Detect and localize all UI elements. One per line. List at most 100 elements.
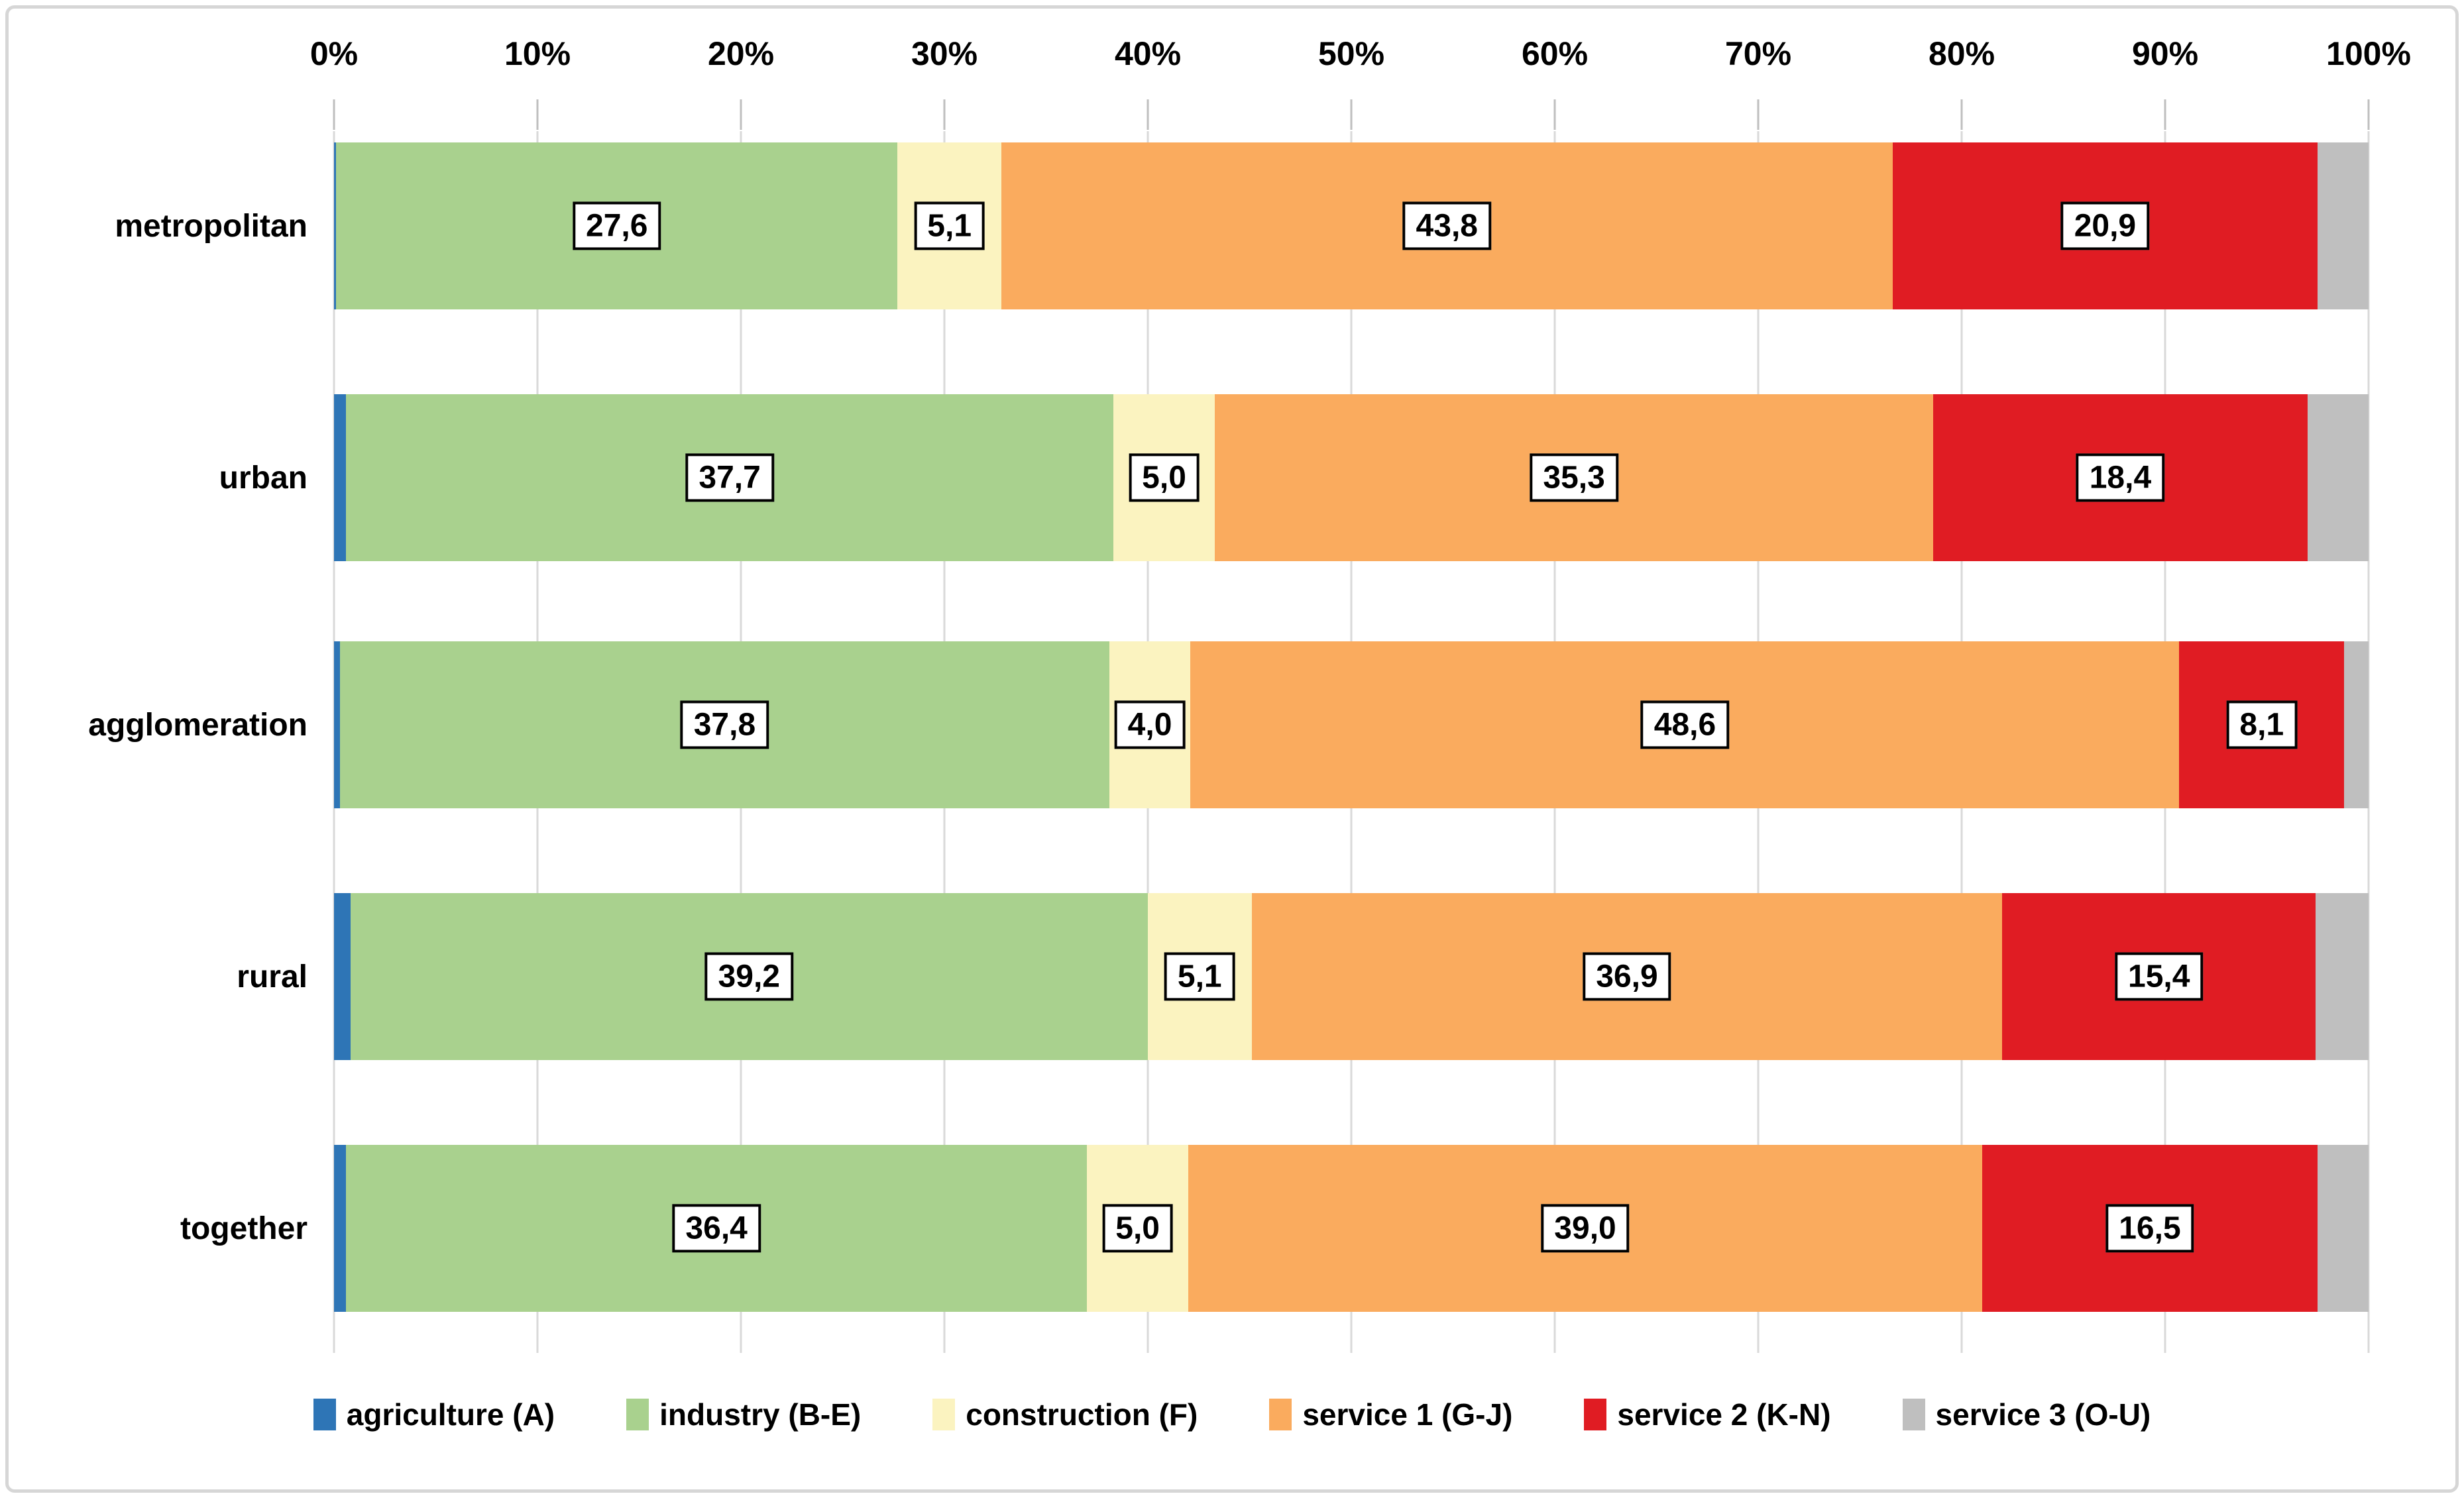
legend-label-construction-f: construction (F)	[966, 1397, 1198, 1432]
data-label-rural-service-2-k-n: 15,4	[2115, 952, 2204, 1001]
data-label-together-construction-f: 5,0	[1102, 1204, 1173, 1253]
x-axis-tick-mark	[1757, 99, 1760, 130]
legend-label-agriculture-a: agriculture (A)	[346, 1397, 555, 1432]
bar-segment-together-construction-f: 5,0	[1086, 1145, 1189, 1312]
x-axis-tick-label-90: 90%	[2131, 35, 2199, 72]
x-axis-tick-label-10: 10%	[504, 35, 571, 72]
data-label-rural-construction-f: 5,1	[1164, 952, 1235, 1001]
legend-swatch-service-3-o-u	[1902, 1399, 1925, 1430]
x-axis-tick-mark	[333, 99, 335, 130]
bar-segment-metropolitan-agriculture-a	[334, 142, 337, 309]
data-label-together-industry-b-e: 36,4	[672, 1204, 761, 1253]
legend-label-service-2-k-n: service 2 (K-N)	[1617, 1397, 1831, 1432]
x-axis-tick-mark	[1960, 99, 1963, 130]
bar-segment-urban-service-1-g-j: 35,3	[1215, 394, 1933, 561]
data-label-metropolitan-construction-f: 5,1	[914, 201, 985, 250]
bar-segment-agglomeration-agriculture-a	[334, 641, 341, 808]
legend-swatch-agriculture-a	[313, 1399, 336, 1430]
category-label-agglomeration: agglomeration	[88, 707, 308, 743]
bar-segment-rural-construction-f: 5,1	[1147, 893, 1252, 1060]
gridline	[2367, 131, 2370, 1353]
bar-urban: 37,7 5,0 35,3 18,4	[334, 394, 2369, 561]
bar-segment-urban-service-2-k-n: 18,4	[1932, 394, 2308, 561]
category-label-together: together	[180, 1210, 308, 1246]
legend-item-industry-b-e: industry (B-E)	[626, 1397, 861, 1432]
legend-item-service-3-o-u: service 3 (O-U)	[1902, 1397, 2151, 1432]
bar-agglomeration: 37,8 4,0 48,6 8,1	[334, 641, 2369, 808]
legend-item-construction-f: construction (F)	[932, 1397, 1198, 1432]
bar-segment-rural-agriculture-a	[334, 893, 351, 1060]
data-label-rural-service-1-g-j: 36,9	[1583, 952, 1671, 1001]
bar-segment-urban-service-3-o-u	[2307, 394, 2369, 561]
data-label-urban-industry-b-e: 37,7	[685, 453, 774, 502]
data-label-together-service-1-g-j: 39,0	[1541, 1204, 1630, 1253]
bar-segment-urban-construction-f: 5,0	[1113, 394, 1215, 561]
legend-label-service-1-g-j: service 1 (G-J)	[1302, 1397, 1513, 1432]
category-label-urban: urban	[219, 460, 308, 496]
x-axis-tick-mark	[1553, 99, 1556, 130]
x-axis-tick-label-80: 80%	[1928, 35, 1995, 72]
data-label-rural-industry-b-e: 39,2	[704, 952, 793, 1001]
category-label-metropolitan: metropolitan	[115, 208, 308, 244]
data-label-metropolitan-service-2-k-n: 20,9	[2060, 201, 2150, 250]
bar-segment-together-service-3-o-u	[2318, 1145, 2369, 1312]
legend-swatch-construction-f	[932, 1399, 956, 1430]
bar-segment-metropolitan-construction-f: 5,1	[897, 142, 1001, 309]
bar-segment-agglomeration-service-1-g-j: 48,6	[1190, 641, 2180, 808]
bar-segment-metropolitan-industry-b-e: 27,6	[336, 142, 898, 309]
data-label-metropolitan-service-1-g-j: 43,8	[1402, 201, 1491, 250]
legend-swatch-industry-b-e	[626, 1399, 649, 1430]
data-label-urban-construction-f: 5,0	[1129, 453, 1200, 502]
x-axis-tick-mark	[2367, 99, 2370, 130]
data-label-agglomeration-service-2-k-n: 8,1	[2226, 700, 2298, 749]
bar-segment-agglomeration-construction-f: 4,0	[1109, 641, 1191, 808]
x-axis-tick-label-20: 20%	[707, 35, 775, 72]
x-axis-tick-mark	[2164, 99, 2166, 130]
data-label-metropolitan-industry-b-e: 27,6	[573, 201, 661, 250]
x-axis-tick-label-30: 30%	[911, 35, 978, 72]
x-axis-tick-label-40: 40%	[1114, 35, 1182, 72]
x-axis-tick-mark	[536, 99, 539, 130]
bar-segment-rural-service-2-k-n: 15,4	[2002, 893, 2316, 1060]
data-label-agglomeration-service-1-g-j: 48,6	[1640, 700, 1730, 749]
legend-swatch-service-2-k-n	[1584, 1399, 1607, 1430]
bar-segment-together-agriculture-a	[334, 1145, 347, 1312]
legend: agriculture (A) industry (B-E) constructio…	[0, 1397, 2464, 1432]
bar-segment-agglomeration-industry-b-e: 37,8	[340, 641, 1109, 808]
data-label-together-service-2-k-n: 16,5	[2105, 1204, 2194, 1253]
x-axis-tick-mark	[1147, 99, 1149, 130]
bar-segment-urban-industry-b-e: 37,7	[346, 394, 1113, 561]
bar-segment-rural-service-3-o-u	[2316, 893, 2369, 1060]
bar-segment-rural-industry-b-e: 39,2	[350, 893, 1148, 1060]
bar-segment-metropolitan-service-2-k-n: 20,9	[1892, 142, 2318, 309]
x-axis-tick-mark	[943, 99, 946, 130]
data-label-urban-service-1-g-j: 35,3	[1530, 453, 1618, 502]
x-axis-tick-label-50: 50%	[1317, 35, 1385, 72]
bar-segment-urban-agriculture-a	[334, 394, 347, 561]
x-axis-tick-mark	[740, 99, 742, 130]
data-label-urban-service-2-k-n: 18,4	[2076, 453, 2165, 502]
bar-segment-metropolitan-service-3-o-u	[2318, 142, 2369, 309]
bar-segment-together-service-1-g-j: 39,0	[1188, 1145, 1982, 1312]
category-label-rural: rural	[237, 959, 308, 994]
bar-segment-rural-service-1-g-j: 36,9	[1251, 893, 2003, 1060]
bar-segment-together-industry-b-e: 36,4	[346, 1145, 1087, 1312]
legend-item-service-2-k-n: service 2 (K-N)	[1584, 1397, 1831, 1432]
bar-segment-agglomeration-service-2-k-n: 8,1	[2179, 641, 2345, 808]
x-axis-tick-label-100: 100%	[2326, 35, 2411, 72]
legend-label-service-3-o-u: service 3 (O-U)	[1935, 1397, 2151, 1432]
bar-segment-together-service-2-k-n: 16,5	[1982, 1145, 2318, 1312]
legend-label-industry-b-e: industry (B-E)	[659, 1397, 862, 1432]
data-label-agglomeration-construction-f: 4,0	[1114, 700, 1186, 749]
x-axis-tick-label-70: 70%	[1724, 35, 1792, 72]
bar-segment-agglomeration-service-3-o-u	[2344, 641, 2369, 808]
legend-item-service-1-g-j: service 1 (G-J)	[1269, 1397, 1512, 1432]
bar-together: 36,4 5,0 39,0 16,5	[334, 1145, 2369, 1312]
legend-swatch-service-1-g-j	[1269, 1399, 1292, 1430]
x-axis-tick-mark	[1350, 99, 1353, 130]
legend-item-agriculture-a: agriculture (A)	[313, 1397, 555, 1432]
bar-rural: 39,2 5,1 36,9 15,4	[334, 893, 2369, 1060]
data-label-agglomeration-industry-b-e: 37,8	[680, 700, 769, 749]
bar-metropolitan: 27,6 5,1 43,8 20,9	[334, 142, 2369, 309]
